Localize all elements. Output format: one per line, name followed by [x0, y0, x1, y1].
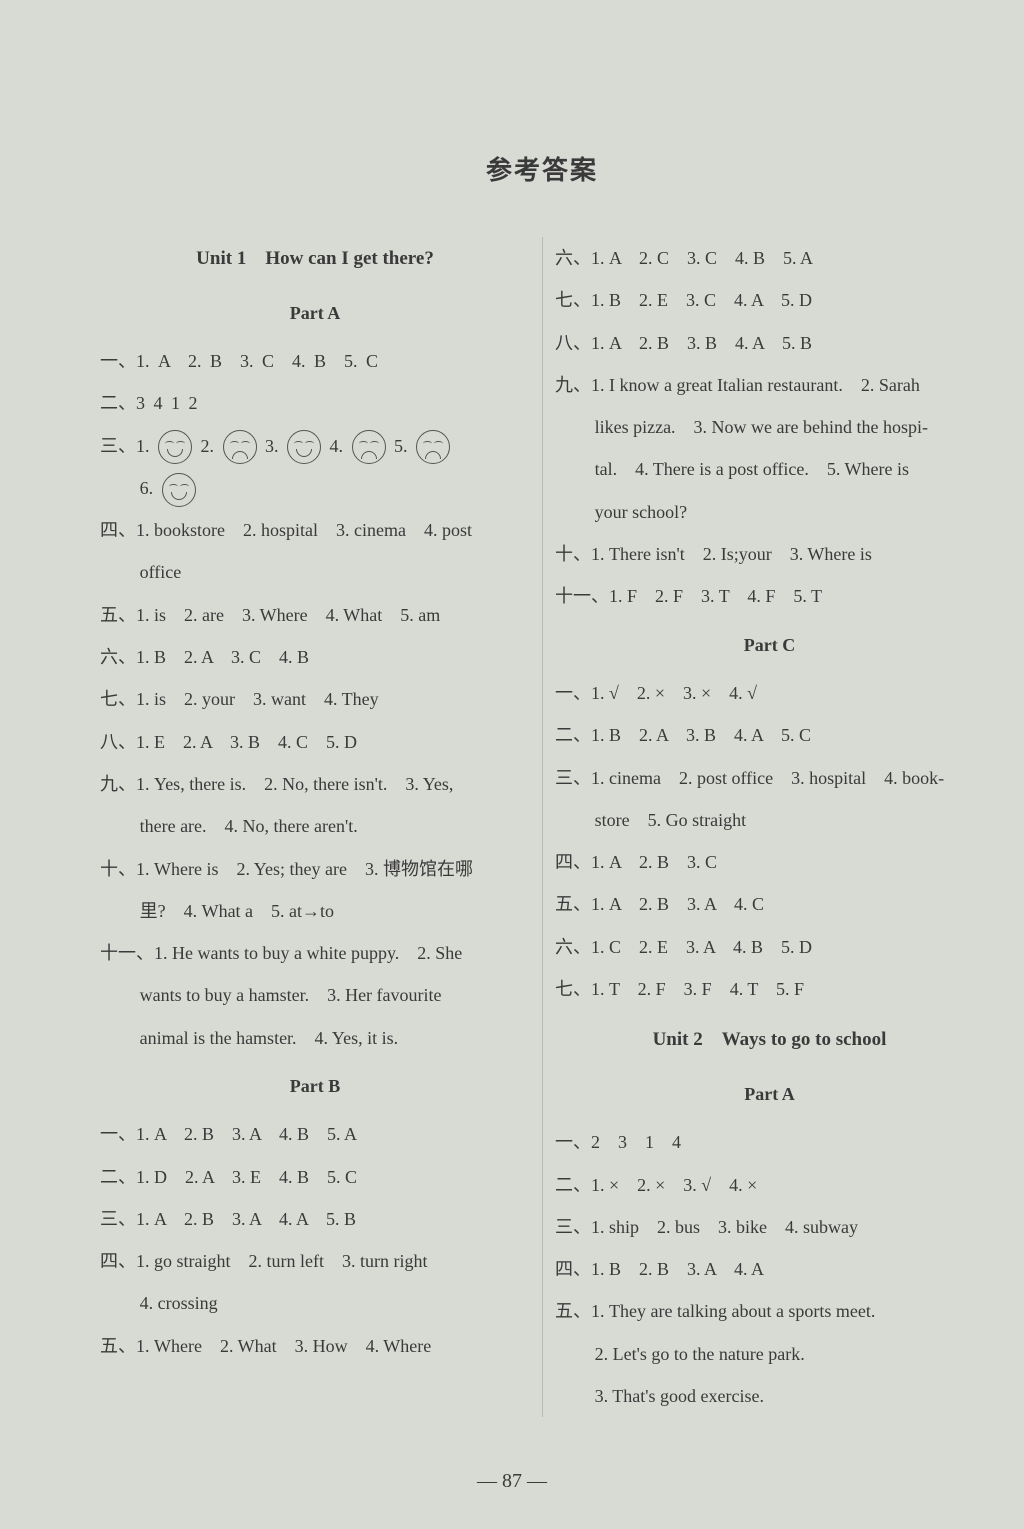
answer-line-cont: store 5. Go straight [555, 799, 984, 841]
label: 3. [265, 436, 279, 456]
answer-line-cont: 2. Let's go to the nature park. [555, 1333, 984, 1375]
answer-line: 二、1. B 2. A 3. B 4. A 5. C [595, 714, 984, 756]
unit1-partC-heading: Part C [555, 624, 984, 666]
smile-face-icon [158, 430, 192, 464]
answer-line-cont: 里? 4. What a 5. at→to [100, 890, 530, 932]
answer-line-cont: there are. 4. No, there aren't. [100, 805, 530, 847]
answer-line: 六、1. A 2. C 3. C 4. B 5. A [595, 237, 984, 279]
answer-line: 一、1. √ 2. × 3. × 4. √ [595, 672, 984, 714]
answer-line-cont: your school? [555, 491, 984, 533]
answer-line: 一、1. A 2. B 3. A 4. B 5. A [140, 1113, 530, 1155]
answer-line-cont: 4. crossing [100, 1282, 530, 1324]
answer-line-faces: 三、1. 2. 3. 4. 5. [140, 425, 530, 467]
answer-line-cont: tal. 4. There is a post office. 5. Where… [555, 448, 984, 490]
answer-line: 四、1. bookstore 2. hospital 3. cinema 4. … [140, 509, 530, 551]
answer-line: 二、1. D 2. A 3. E 4. B 5. C [140, 1156, 530, 1198]
answer-line: 七、1. T 2. F 3. F 4. T 5. F [595, 968, 984, 1010]
answer-line: 二、1. × 2. × 3. √ 4. × [595, 1164, 984, 1206]
right-column: 六、1. A 2. C 3. C 4. B 5. A 七、1. B 2. E 3… [542, 237, 984, 1417]
page-title: 参考答案 [100, 150, 984, 187]
answer-line: 三、1. A 2. B 3. A 4. A 5. B [140, 1198, 530, 1240]
answer-line: 四、1. B 2. B 3. A 4. A [595, 1248, 984, 1290]
frown-face-icon [416, 430, 450, 464]
label: 6. [140, 478, 154, 498]
answer-line-cont: likes pizza. 3. Now we are behind the ho… [555, 406, 984, 448]
answer-line: 四、1. go straight 2. turn left 3. turn ri… [140, 1240, 530, 1282]
left-column: Unit 1 How can I get there? Part A 一、1. … [100, 237, 542, 1417]
answer-line: 十、1. Where is 2. Yes; they are 3. 博物馆在哪 [140, 848, 530, 890]
answer-line: 八、1. A 2. B 3. B 4. A 5. B [595, 322, 984, 364]
answer-line: 七、1. is 2. your 3. want 4. They [140, 678, 530, 720]
answer-line-cont: office [100, 551, 530, 593]
answer-line: 五、1. is 2. are 3. Where 4. What 5. am [140, 594, 530, 636]
answer-line: 一、2 3 1 4 [595, 1121, 984, 1163]
unit1-partA-heading: Part A [100, 292, 530, 334]
answer-line: 五、1. They are talking about a sports mee… [595, 1290, 984, 1332]
answer-line: 九、1. I know a great Italian restaurant. … [595, 364, 984, 406]
frown-face-icon [223, 430, 257, 464]
answer-line: 九、1. Yes, there is. 2. No, there isn't. … [140, 763, 530, 805]
unit1-heading: Unit 1 How can I get there? [100, 237, 530, 282]
label: 5. [394, 436, 408, 456]
unit2-partA-heading: Part A [555, 1073, 984, 1115]
columns: Unit 1 How can I get there? Part A 一、1. … [100, 237, 984, 1417]
unit2-heading: Unit 2 Ways to go to school [555, 1018, 984, 1063]
answer-line: 五、1. A 2. B 3. A 4. C [595, 883, 984, 925]
answer-line: 五、1. Where 2. What 3. How 4. Where [140, 1325, 530, 1367]
unit1-partB-heading: Part B [100, 1065, 530, 1107]
page: 参考答案 Unit 1 How can I get there? Part A … [0, 0, 1024, 1529]
answer-line: 十一、1. F 2. F 3. T 4. F 5. T [595, 575, 984, 617]
answer-line: 八、1. E 2. A 3. B 4. C 5. D [140, 721, 530, 763]
answer-line: 六、1. B 2. A 3. C 4. B [140, 636, 530, 678]
label: 2. [201, 436, 215, 456]
page-number: — 87 — [0, 1470, 1024, 1493]
answer-line: 十、1. There isn't 2. Is;your 3. Where is [595, 533, 984, 575]
answer-line: 七、1. B 2. E 3. C 4. A 5. D [595, 279, 984, 321]
label: 4. [330, 436, 344, 456]
answer-line-cont: 3. That's good exercise. [555, 1375, 984, 1417]
answer-line: 六、1. C 2. E 3. A 4. B 5. D [595, 926, 984, 968]
answer-line: 十一、1. He wants to buy a white puppy. 2. … [140, 932, 530, 974]
frown-face-icon [352, 430, 386, 464]
answer-line: 三、1. ship 2. bus 3. bike 4. subway [595, 1206, 984, 1248]
answer-line: 二、3 4 1 2 [140, 382, 530, 424]
answer-line-cont: animal is the hamster. 4. Yes, it is. [100, 1017, 530, 1059]
answer-line: 三、1. cinema 2. post office 3. hospital 4… [595, 757, 984, 799]
answer-line: 四、1. A 2. B 3. C [595, 841, 984, 883]
label: 三、1. [100, 436, 150, 456]
answer-line-cont: wants to buy a hamster. 3. Her favourite [100, 974, 530, 1016]
answer-line: 一、1. A 2. B 3. C 4. B 5. C [140, 340, 530, 382]
answer-line-faces-cont: 6. [100, 467, 530, 509]
smile-face-icon [287, 430, 321, 464]
smile-face-icon [162, 473, 196, 507]
